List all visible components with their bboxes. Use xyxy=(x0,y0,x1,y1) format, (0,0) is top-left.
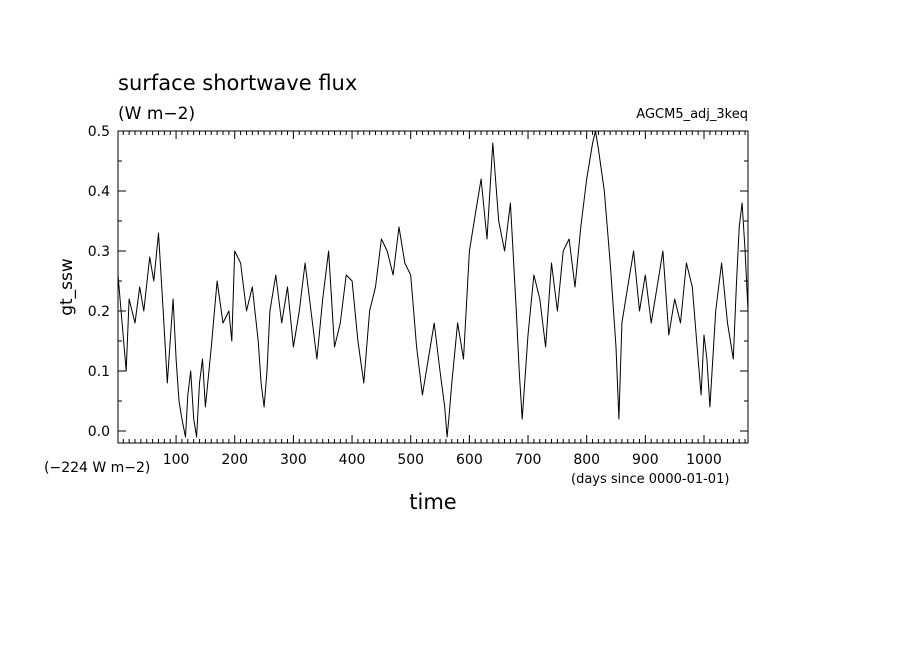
x-tick-label: 200 xyxy=(221,452,248,468)
y-tick-label: 0.5 xyxy=(88,124,110,140)
x-tick-label: 1000 xyxy=(686,452,722,468)
y-tick-label: 0.1 xyxy=(88,364,110,380)
x-units-label: (days since 0000-01-01) xyxy=(571,472,729,487)
x-tick-label: 700 xyxy=(515,452,542,468)
x-tick-label: 400 xyxy=(339,452,366,468)
x-axis-ticks: 100 200 300 400 500 600 700 800 900 1000 xyxy=(122,131,746,468)
x-tick-label: 300 xyxy=(280,452,307,468)
plot-frame xyxy=(117,130,749,444)
series-line xyxy=(117,130,749,438)
x-tick-label: 100 xyxy=(163,452,190,468)
units-label: (W m−2) xyxy=(118,104,195,124)
x-tick-label: 800 xyxy=(573,452,600,468)
x-axis-label: time xyxy=(409,490,456,514)
y-tick-label: 0.4 xyxy=(88,184,110,200)
chart-title: surface shortwave flux xyxy=(118,71,357,95)
y-axis-ticks: 0.0 0.1 0.2 0.3 0.4 0.5 xyxy=(88,124,748,440)
x-tick-label: 500 xyxy=(397,452,424,468)
y-tick-label: 0.3 xyxy=(88,244,110,260)
model-label: AGCM5_adj_3keq xyxy=(636,107,748,122)
x-tick-label: 600 xyxy=(456,452,483,468)
x-tick-label: 900 xyxy=(632,452,659,468)
y-axis-label: gt_ssw xyxy=(57,258,77,316)
offset-label: (−224 W m−2) xyxy=(44,460,150,476)
y-tick-label: 0.0 xyxy=(88,424,110,440)
y-tick-label: 0.2 xyxy=(88,304,110,320)
